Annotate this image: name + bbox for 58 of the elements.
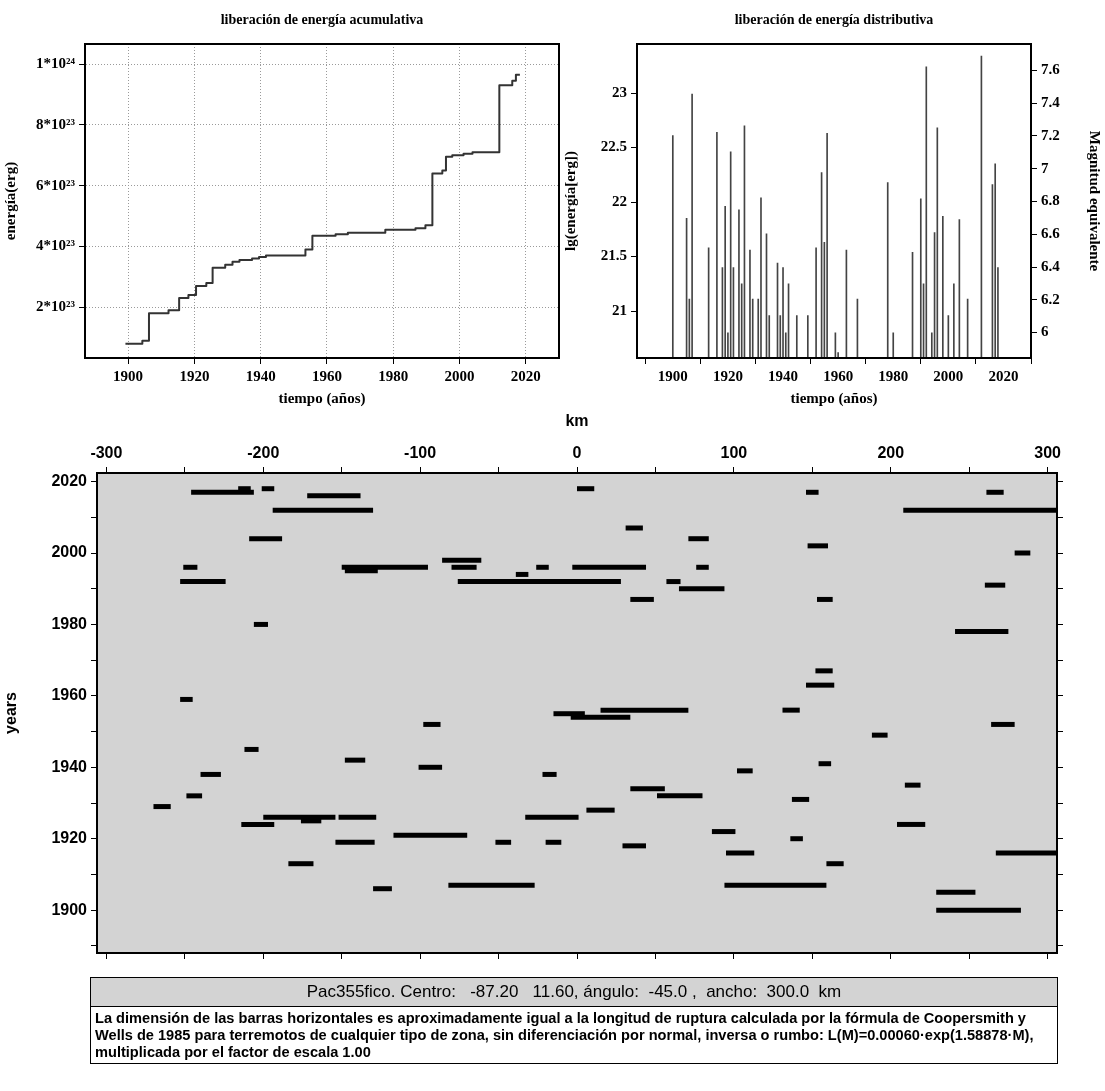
x-tick-label: 1920 bbox=[712, 367, 743, 384]
y-tick-label: 1980 bbox=[51, 614, 88, 632]
x-tick-label: 1980 bbox=[878, 367, 909, 384]
chart-title: liberación de energía distributiva bbox=[734, 11, 934, 27]
x-tick-label: 2000 bbox=[444, 367, 475, 384]
y2-tick-label: 6.4 bbox=[1041, 257, 1061, 274]
y-tick-label: 2*10²³ bbox=[36, 298, 76, 315]
y-axis-title: lg(energía[erg]) bbox=[561, 151, 579, 251]
y-tick-label: 6*10²³ bbox=[36, 176, 76, 193]
y-tick-label: 1*10²⁴ bbox=[36, 54, 76, 71]
x-axis-title: tiempo (años) bbox=[790, 389, 878, 407]
y-tick-label: 21.5 bbox=[600, 247, 627, 264]
x-tick-label: 1980 bbox=[378, 367, 409, 384]
y-axis-title: years bbox=[2, 691, 20, 734]
x-tick-label: -100 bbox=[404, 443, 437, 461]
y-tick-label: 21 bbox=[612, 301, 627, 318]
y2-tick-label: 7.2 bbox=[1041, 126, 1060, 143]
x-tick-label: 1900 bbox=[657, 367, 688, 384]
y-tick-label: 8*10²³ bbox=[36, 115, 76, 132]
y-tick-label: 1960 bbox=[51, 686, 88, 704]
y2-tick-label: 7.4 bbox=[1041, 94, 1061, 111]
x-tick-label: 2020 bbox=[988, 367, 1019, 384]
x-tick-label: 300 bbox=[1034, 443, 1062, 461]
x-axis-title: km bbox=[565, 412, 589, 430]
y2-tick-label: 7.6 bbox=[1041, 61, 1061, 78]
x-tick-label: 0 bbox=[572, 443, 582, 461]
x-tick-label: 2000 bbox=[933, 367, 964, 384]
y2-tick-label: 7 bbox=[1041, 159, 1049, 176]
y-tick-label: 23 bbox=[612, 83, 627, 100]
y2-tick-label: 6.8 bbox=[1041, 192, 1060, 209]
y-axis-title: energía(erg) bbox=[1, 161, 19, 241]
chart-title: liberación de energía acumulativa bbox=[220, 11, 424, 27]
x-tick-label: 1920 bbox=[179, 367, 210, 384]
y-tick-label: 1940 bbox=[51, 757, 88, 775]
y2-tick-label: 6.2 bbox=[1041, 290, 1060, 307]
x-tick-label: -200 bbox=[247, 443, 280, 461]
text: La dimensión de las barras horizontales es aproximadamente igual a la longitud de ruptura calculada por la fórmula de Coopersmith y Wells de 1985 para terremotos de cualquier tipo de zona, sin diferenciación por normal, inversa o rumbo: L(M)=0.00060·exp(1.58878·M), multiplicada por el factor de escala 1.00 bbox=[94, 1009, 1035, 1062]
x-tick-label: 1940 bbox=[768, 367, 799, 384]
x-tick-label: 100 bbox=[720, 443, 748, 461]
x-tick-label: 1960 bbox=[823, 367, 854, 384]
x-tick-label: -300 bbox=[90, 443, 123, 461]
y-tick-label: 22.5 bbox=[600, 138, 627, 155]
y-tick-label: 1920 bbox=[51, 829, 88, 847]
x-axis-title: tiempo (años) bbox=[278, 389, 366, 407]
x-tick-label: 1960 bbox=[311, 367, 342, 384]
y-tick-label: 1900 bbox=[51, 900, 88, 918]
x-tick-label: 1900 bbox=[113, 367, 144, 384]
x-tick-label: 2020 bbox=[510, 367, 541, 384]
x-tick-label: 1940 bbox=[245, 367, 276, 384]
y-tick-label: 2020 bbox=[51, 471, 88, 489]
y2-axis-title: Magnitud equivalente bbox=[1087, 130, 1104, 272]
y-tick-label: 4*10²³ bbox=[36, 237, 76, 254]
y2-tick-label: 6 bbox=[1041, 323, 1049, 340]
x-tick-label: 200 bbox=[877, 443, 905, 461]
text: Pac355fico. Centro: -87.20 11.60, ángulo: -45.0 , ancho: 300.0 km bbox=[91, 978, 1057, 1007]
y2-tick-label: 6.6 bbox=[1041, 225, 1061, 242]
y-tick-label: 22 bbox=[612, 192, 627, 209]
y-tick-label: 2000 bbox=[51, 543, 88, 561]
